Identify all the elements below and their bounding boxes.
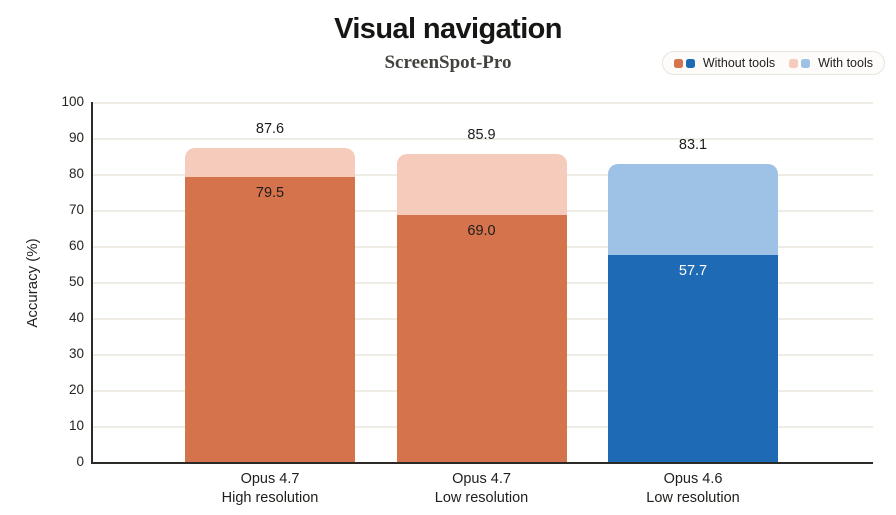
chart-subtitle: ScreenSpot-Pro [384, 52, 512, 73]
x-category-label: Opus 4.7 Low resolution [434, 471, 529, 506]
legend-swatch-without-tools-orange [673, 58, 683, 68]
y-tick-label: 20 [68, 382, 84, 397]
legend-label-without-tools: Without tools [702, 56, 776, 70]
bar-inner-value-label: 69.0 [467, 222, 496, 239]
y-tick-label: 30 [68, 346, 84, 361]
bar-segment-without-tools [185, 176, 355, 463]
y-tick-label: 40 [68, 310, 84, 325]
bar-inner-value-label: 57.7 [678, 263, 708, 280]
legend-swatch-with-tools-lightblue [801, 58, 811, 68]
gridline [93, 102, 873, 104]
bar-inner-value-label: 79.5 [255, 184, 285, 201]
plot-area: 87.6 79.5 85.9 69.0 83.1 57.7 [90, 102, 873, 464]
y-tick-label: 100 [61, 94, 84, 109]
legend-swatch-without-tools-blue [685, 58, 695, 68]
y-tick-label: 90 [68, 130, 84, 145]
y-tick-label: 60 [68, 238, 84, 253]
x-category-label: Opus 4.6 Low resolution [646, 471, 740, 506]
bar-segment-without-tools [608, 255, 778, 463]
y-tick-label: 0 [76, 454, 84, 469]
y-tick-label: 70 [68, 202, 84, 217]
y-tick-label: 50 [68, 274, 84, 289]
legend: Without tools With tools [661, 51, 885, 75]
bar-total-value-label: 83.1 [678, 136, 708, 153]
x-axis-line [90, 461, 873, 464]
y-tick-label: 80 [68, 166, 84, 181]
legend-item-without-tools: Without tools [673, 56, 776, 70]
bar-segment-without-tools [396, 214, 567, 463]
legend-swatch-with-tools-pink [789, 58, 799, 68]
x-category-label: Opus 4.7 High resolution [221, 471, 319, 506]
y-axis-line [90, 102, 93, 463]
legend-label-with-tools: With tools [818, 56, 873, 70]
chart-title: Visual navigation [334, 13, 562, 45]
y-tick-label: 10 [68, 418, 84, 433]
bar-total-value-label: 87.6 [255, 120, 285, 137]
gridline [93, 138, 873, 140]
legend-item-with-tools: With tools [789, 56, 873, 70]
bar-total-value-label: 85.9 [467, 126, 496, 143]
